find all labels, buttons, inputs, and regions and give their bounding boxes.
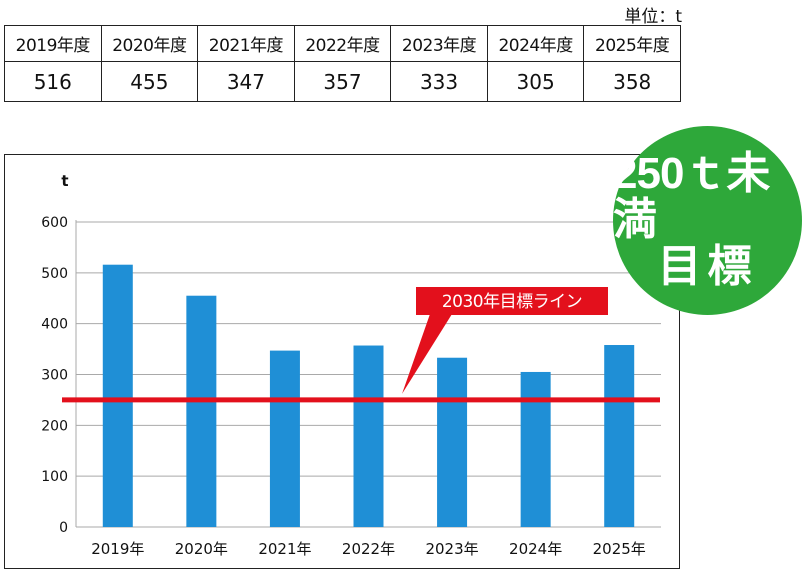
bar xyxy=(186,295,217,527)
x-tick-label: 2020年 xyxy=(175,540,228,558)
badge-line-2: 目標 xyxy=(657,241,758,291)
table-cell: 358 xyxy=(583,61,681,102)
target-callout-pointer xyxy=(402,314,452,394)
badge-line-1: 250ｔ未満 xyxy=(613,149,770,245)
y-tick-label: 300 xyxy=(41,368,68,384)
bar xyxy=(520,371,551,527)
bar xyxy=(269,350,300,527)
y-tick-label: 0 xyxy=(59,520,68,536)
table-cell: 347 xyxy=(197,61,295,102)
table-header-cell: 2021年度 xyxy=(197,25,295,62)
table-header-cell: 2025年度 xyxy=(583,25,681,62)
bar xyxy=(437,357,468,527)
y-tick-label: 500 xyxy=(41,266,68,282)
x-tick-label: 2019年 xyxy=(91,540,144,558)
table-cell: 357 xyxy=(293,61,392,102)
table-header-cell: 2022年度 xyxy=(293,25,392,62)
table-cell: 305 xyxy=(486,61,585,102)
table-header-row: 2019年度 2020年度 2021年度 2022年度 2023年度 2024年… xyxy=(4,25,681,62)
bar xyxy=(102,264,133,527)
table-cell: 455 xyxy=(100,61,199,102)
y-axis-label: t xyxy=(61,172,68,190)
table-header-cell: 2020年度 xyxy=(100,25,199,62)
x-tick-label: 2023年 xyxy=(425,540,478,558)
target-callout-label: 2030年目標ライン xyxy=(442,292,582,312)
target-callout-box xyxy=(416,287,608,315)
table-header-cell: 2019年度 xyxy=(4,25,102,62)
table-cell: 333 xyxy=(390,61,488,102)
target-badge: 250ｔ未満 目標 xyxy=(613,126,802,315)
x-tick-label: 2025年 xyxy=(593,540,646,558)
x-tick-label: 2021年 xyxy=(258,540,311,558)
table-cell: 516 xyxy=(4,61,102,102)
data-table: 2019年度 2020年度 2021年度 2022年度 2023年度 2024年… xyxy=(4,25,681,102)
y-tick-label: 600 xyxy=(41,215,68,231)
bar xyxy=(353,345,384,527)
y-tick-label: 400 xyxy=(41,317,68,333)
y-tick-label: 100 xyxy=(41,469,68,485)
bar xyxy=(604,345,635,527)
table-row: 516 455 347 357 333 305 358 xyxy=(4,61,681,102)
x-tick-label: 2022年 xyxy=(342,540,395,558)
y-tick-label: 200 xyxy=(41,418,68,434)
x-tick-label: 2024年 xyxy=(509,540,562,558)
table-header-cell: 2023年度 xyxy=(390,25,488,62)
unit-label: 単位：t xyxy=(624,7,682,27)
